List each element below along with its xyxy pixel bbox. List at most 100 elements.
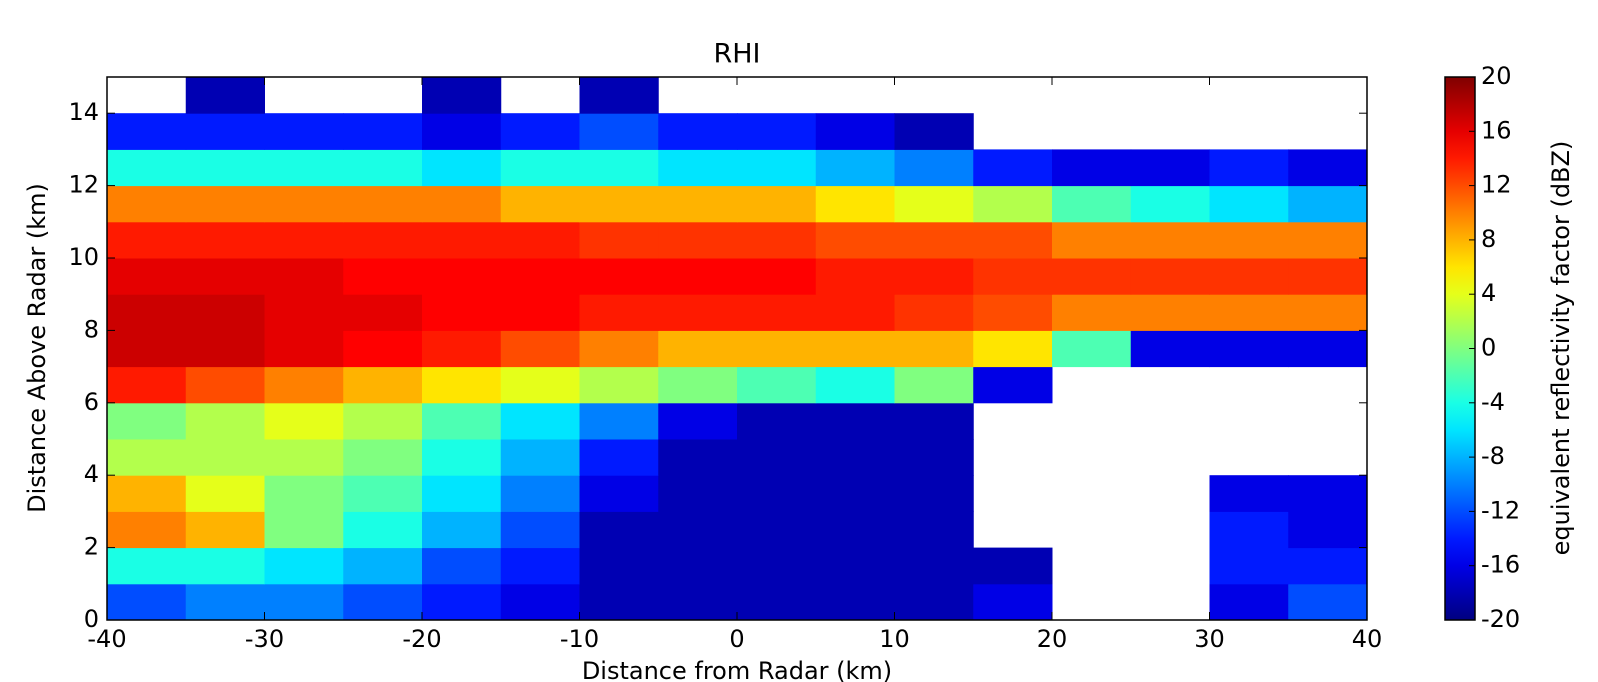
heatmap-cell (1130, 221, 1210, 259)
heatmap-cell (422, 547, 502, 585)
heatmap-cell (1052, 294, 1132, 331)
heatmap-cell (422, 258, 502, 295)
heatmap-cell (894, 330, 974, 368)
heatmap-cell (579, 366, 659, 404)
heatmap-cell (264, 583, 344, 621)
heatmap-cell (185, 547, 265, 585)
colorbar-tick-label: 12 (1481, 171, 1512, 199)
heatmap-cell (815, 583, 895, 621)
heatmap-cell (579, 294, 659, 331)
heatmap-cell (973, 294, 1053, 331)
heatmap-cell (658, 221, 738, 259)
heatmap-cell (500, 149, 580, 187)
heatmap-cell (1288, 185, 1368, 223)
heatmap-cell (107, 185, 187, 223)
heatmap-cell (107, 221, 187, 259)
heatmap-cell (1209, 547, 1289, 585)
x-tick-label: 10 (879, 625, 910, 653)
heatmap-cell (107, 149, 187, 187)
heatmap-cell (579, 511, 659, 549)
heatmap-cell (579, 402, 659, 440)
heatmap-cell (579, 547, 659, 585)
heatmap-cell (973, 583, 1053, 621)
heatmap-cell (658, 185, 738, 223)
heatmap-cell (973, 366, 1053, 404)
heatmap-cell (500, 330, 580, 368)
heatmap-cell (264, 149, 344, 187)
heatmap-cell (658, 439, 738, 476)
heatmap-cell (107, 330, 187, 368)
heatmap-cell (1288, 294, 1368, 331)
heatmap-cell (1130, 330, 1210, 368)
heatmap-cell (894, 113, 974, 150)
heatmap-cell (422, 77, 502, 114)
heatmap-cell (107, 258, 187, 295)
heatmap-cell (579, 439, 659, 476)
chart-title: RHI (713, 39, 760, 70)
y-tick-label: 4 (84, 460, 99, 488)
heatmap-cell (500, 366, 580, 404)
heatmap-cell (737, 113, 817, 150)
colorbar-tick-label: -20 (1481, 605, 1520, 633)
heatmap-cell (658, 511, 738, 549)
y-tick-label: 0 (84, 605, 99, 633)
heatmap-cell (815, 258, 895, 295)
heatmap-cell (107, 547, 187, 585)
heatmap-cell (107, 583, 187, 621)
heatmap-cell (658, 547, 738, 585)
heatmap-cell (737, 583, 817, 621)
heatmap-cell (343, 475, 423, 512)
colorbar-tick-label: -4 (1481, 388, 1505, 416)
heatmap-cell (737, 547, 817, 585)
heatmap-cell (422, 366, 502, 404)
heatmap-cell (107, 475, 187, 512)
heatmap-cell (737, 149, 817, 187)
heatmap-cell (422, 511, 502, 549)
heatmap-cell (107, 511, 187, 549)
heatmap-cell (1052, 149, 1132, 187)
heatmap-cell (579, 258, 659, 295)
heatmap-cell (579, 330, 659, 368)
heatmap-cell (1288, 221, 1368, 259)
heatmap-cell (815, 185, 895, 223)
heatmap-cell (500, 475, 580, 512)
heatmap-cell (500, 547, 580, 585)
heatmap-cell (815, 366, 895, 404)
heatmap-cell (1052, 221, 1132, 259)
colorbar-tick-label: 4 (1481, 279, 1496, 307)
heatmap-cell (264, 547, 344, 585)
colorbar-tick-label: -16 (1481, 551, 1520, 579)
heatmap-cell (264, 511, 344, 549)
heatmap-cell (264, 185, 344, 223)
heatmap-cell (579, 475, 659, 512)
heatmap-cell (658, 113, 738, 150)
heatmap-cell (500, 258, 580, 295)
heatmap-cell (185, 113, 265, 150)
heatmap-cell (1209, 475, 1289, 512)
heatmap-cell (343, 583, 423, 621)
heatmap-cell (422, 583, 502, 621)
heatmap-cell (815, 439, 895, 476)
x-tick-label: -30 (245, 625, 284, 653)
heatmap-cell (343, 258, 423, 295)
heatmap-cell (264, 113, 344, 150)
heatmap-cell (1130, 149, 1210, 187)
heatmap-cell (422, 221, 502, 259)
heatmap-cell (185, 294, 265, 331)
heatmap-cell (894, 294, 974, 331)
heatmap-cell (815, 475, 895, 512)
heatmap-cell (343, 402, 423, 440)
heatmap-cell (815, 547, 895, 585)
heatmap-cell (422, 149, 502, 187)
y-tick-label: 10 (68, 243, 99, 271)
heatmap-cell (579, 185, 659, 223)
heatmap-cell (894, 475, 974, 512)
heatmap-cell (658, 475, 738, 512)
heatmap-cell (185, 330, 265, 368)
heatmap-cell (107, 113, 187, 150)
colorbar-tick-label: 16 (1481, 116, 1512, 144)
heatmap-cell (500, 113, 580, 150)
heatmap-cell (343, 113, 423, 150)
x-tick-label: -10 (560, 625, 599, 653)
heatmap-cell (185, 475, 265, 512)
